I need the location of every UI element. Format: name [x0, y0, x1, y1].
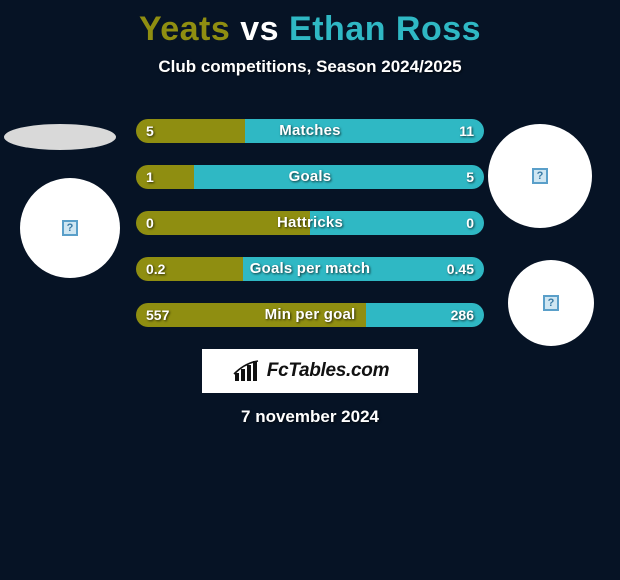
placeholder-image-icon: ? — [62, 220, 78, 236]
stat-label: Min per goal — [136, 303, 484, 327]
title-player1: Yeats — [139, 10, 230, 48]
avatar-left: ? — [20, 178, 120, 278]
logo-box: FcTables.com — [202, 349, 418, 393]
subtitle: Club competitions, Season 2024/2025 — [0, 57, 620, 77]
logo: FcTables.com — [231, 359, 389, 383]
logo-text: FcTables.com — [267, 360, 389, 382]
title-vs: vs — [230, 10, 289, 48]
stat-label: Matches — [136, 119, 484, 143]
bars-logo-icon — [231, 359, 263, 383]
title-player2: Ethan Ross — [289, 10, 481, 48]
avatar-right-1: ? — [488, 124, 592, 228]
stat-label: Goals per match — [136, 257, 484, 281]
stat-label: Goals — [136, 165, 484, 189]
placeholder-image-icon: ? — [532, 168, 548, 184]
stat-label: Hattricks — [136, 211, 484, 235]
stat-row: 511Matches — [136, 119, 484, 143]
page-title: Yeats vs Ethan Ross — [0, 0, 620, 49]
stat-row: 557286Min per goal — [136, 303, 484, 327]
stats-bars: 511Matches 15Goals 00Hattricks 0.20.45Goals… — [136, 119, 484, 327]
stat-row: 00Hattricks — [136, 211, 484, 235]
stat-row: 0.20.45Goals per match — [136, 257, 484, 281]
decorative-ellipse — [4, 124, 116, 150]
stat-row: 15Goals — [136, 165, 484, 189]
avatar-right-2: ? — [508, 260, 594, 346]
date-line: 7 november 2024 — [0, 407, 620, 427]
placeholder-image-icon: ? — [543, 295, 559, 311]
